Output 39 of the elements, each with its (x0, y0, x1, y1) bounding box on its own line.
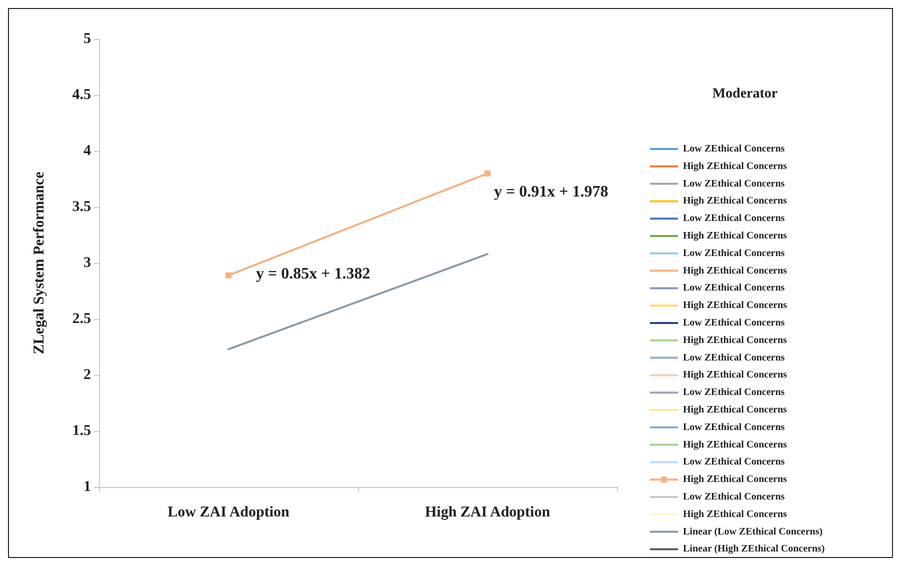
y-tick-label: 3.5 (72, 199, 91, 215)
y-tick-label: 2 (84, 367, 91, 383)
legend-label: Low ZEthical Concerns (683, 387, 785, 398)
y-tick-label: 5 (84, 31, 91, 47)
y-tick-label: 2.5 (72, 311, 91, 327)
legend-label: High ZEthical Concerns (683, 334, 788, 346)
legend-label: High ZEthical Concerns (683, 160, 788, 172)
legend-label: High ZEthical Concerns (683, 230, 788, 242)
legend-label: Low ZEthical Concerns (683, 178, 785, 190)
y-axis-title: ZLegal System Performance (32, 171, 48, 354)
legend-label: High ZEthical Concerns (683, 196, 788, 207)
y-tick-label: 1 (84, 479, 91, 495)
legend-label: Low ZEthical Concerns (683, 213, 785, 224)
y-tick-label: 3 (84, 255, 91, 271)
legend-label: High ZEthical Concerns (683, 265, 788, 276)
legend-label: Low ZEthical Concerns (683, 422, 785, 433)
legend-label: Low ZEthical Concerns (683, 144, 785, 154)
legend-label: Linear (Low ZEthical Concerns) (683, 526, 823, 538)
legend-label: Low ZEthical Concerns (683, 352, 785, 364)
legend-label: High ZEthical Concerns (683, 474, 788, 486)
legend-label: Low ZEthical Concerns (683, 318, 785, 328)
annotation: y = 0.91x + 1.978 (494, 184, 608, 200)
x-tick-label: High ZAI Adoption (424, 504, 551, 520)
y-tick-label: 1.5 (72, 423, 91, 439)
legend-label: Linear (High ZEthical Concerns) (683, 544, 825, 555)
legend-label: Low ZEthical Concerns (683, 248, 785, 259)
legend-label: High ZEthical Concerns (683, 300, 788, 312)
y-tick-label: 4.5 (72, 87, 91, 103)
legend-label: Low ZEthical Concerns (683, 456, 785, 468)
x-tick-label: Low ZAI Adoption (168, 504, 290, 520)
legend-label: High ZEthical Concerns (683, 439, 788, 450)
legend-label: High ZEthical Concerns (683, 370, 788, 381)
legend-title: Moderator (712, 86, 778, 102)
legend-label: Low ZEthical Concerns (683, 282, 785, 294)
annotation: y = 0.85x + 1.382 (256, 266, 370, 282)
legend-label: High ZEthical Concerns (683, 508, 788, 520)
legend-label: High ZEthical Concerns (683, 404, 788, 416)
y-tick-label: 4 (84, 143, 92, 159)
legend-label: Low ZEthical Concerns (683, 492, 785, 502)
